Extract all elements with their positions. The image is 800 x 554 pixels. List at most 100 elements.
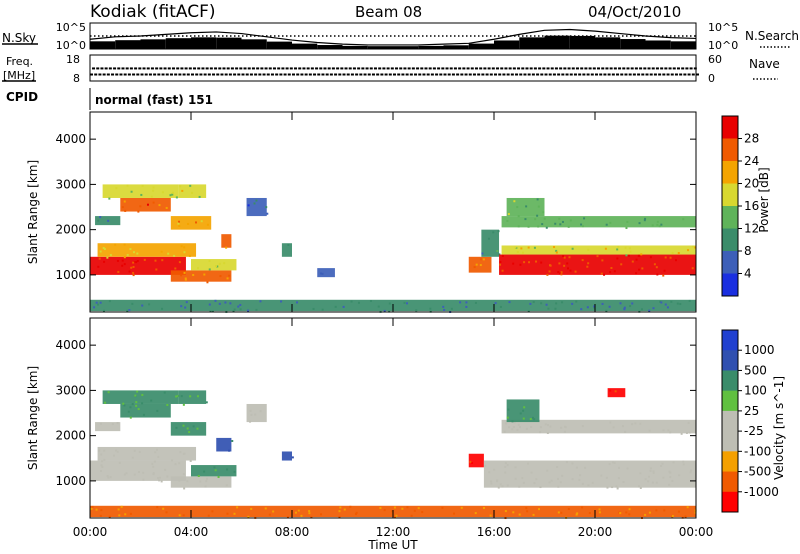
heatmap-cell [250,507,253,510]
heatmap-cell [182,514,185,517]
y-tick-label: 2000 [55,223,86,237]
heatmap-cell [249,409,252,412]
heatmap-cell [629,250,632,253]
heatmap-cell [339,506,342,509]
heatmap-cell [656,273,659,276]
heatmap-cell [101,466,104,469]
nave-point [310,67,314,70]
heatmap-cell [233,308,236,311]
heatmap-cell [203,470,206,473]
heatmap-cell [604,247,607,250]
heatmap-cell [600,272,603,275]
nave-point [504,67,508,70]
heatmap-cell [213,466,216,469]
freq-point [329,73,333,76]
freq-point [292,73,295,76]
heatmap-cell [584,466,587,469]
heatmap-cell [514,477,517,480]
heatmap-cell [123,404,126,407]
nave-point [92,67,96,70]
heatmap-cell [465,301,468,304]
heatmap-cell [146,203,149,206]
heatmap-cell [264,507,267,510]
heatmap-cell [98,257,101,260]
heatmap-cell [691,267,694,270]
heatmap-cell [158,204,161,207]
freq-point [418,73,422,76]
nave-point [138,67,142,70]
heatmap-cell [169,194,172,197]
heatmap-cell [660,301,663,304]
heatmap-cell [682,218,685,221]
heatmap-cell [296,301,299,304]
heatmap-cell [586,306,589,309]
heatmap-cell [546,432,549,435]
freq-point [502,73,506,76]
heatmap-cell [231,439,234,442]
heatmap-cell [628,508,631,511]
freq-tick-top: 18 [66,53,80,66]
freq-point [527,73,531,76]
heatmap-cell [177,394,180,397]
nave-point [222,67,226,70]
heatmap-cell [182,452,185,455]
heatmap-cell [161,191,164,194]
heatmap-cell [638,485,641,488]
freq-point [586,73,590,76]
nave-point [588,67,592,70]
heatmap-cell [173,254,176,257]
nave-point [348,67,352,70]
noise-sky-bar [216,37,242,49]
nave-point [302,67,306,70]
colorbar-tick-label: 20 [744,177,759,191]
nave-point [209,67,213,70]
freq-point [367,73,371,76]
velocity-colorbar: 1000 500 100 25 -25 -100 -500 -1000 [721,329,779,513]
heatmap-cell [166,475,169,478]
heatmap-cell [100,453,103,456]
nave-point [386,67,390,70]
heatmap-cell [205,401,208,404]
freq-point [460,73,464,76]
heatmap-cell [667,429,670,432]
heatmap-cell [522,409,525,412]
heatmap-cell [259,410,262,413]
heatmap-cell [608,463,611,466]
nave-point [533,67,537,70]
nave-point [336,67,340,70]
nave-point [584,67,588,70]
nave-point [441,67,445,70]
heatmap-cell [160,250,163,253]
heatmap-cell [166,403,169,406]
heatmap-cell [479,258,482,261]
heatmap-cell [587,262,590,265]
nave-point [352,67,356,70]
heatmap-cell [534,218,537,221]
heatmap-cell [95,422,121,432]
heatmap-cell [566,262,569,265]
heatmap-cell [540,261,543,264]
nave-point [108,67,112,70]
heatmap-cell [501,216,696,228]
nave-point [264,67,268,70]
heatmap-cell [637,254,640,257]
heatmap-cell [530,426,533,429]
heatmap-cell [178,224,181,227]
heatmap-cell [120,197,171,212]
heatmap-cell [266,212,269,215]
freq-point [203,73,207,76]
freq-point [397,73,401,76]
heatmap-cell [161,307,164,310]
heatmap-cell [563,264,566,267]
heatmap-cell [106,256,109,259]
heatmap-cell [503,430,506,433]
heatmap-cell [95,508,98,511]
heatmap-cell [557,511,560,514]
nave-point [142,67,146,70]
heatmap-cell [253,202,256,205]
heatmap-cell [178,220,181,223]
heatmap-cell [247,309,250,312]
nave-point [664,67,668,70]
heatmap-cell [460,506,463,509]
heatmap-cell [195,221,198,224]
